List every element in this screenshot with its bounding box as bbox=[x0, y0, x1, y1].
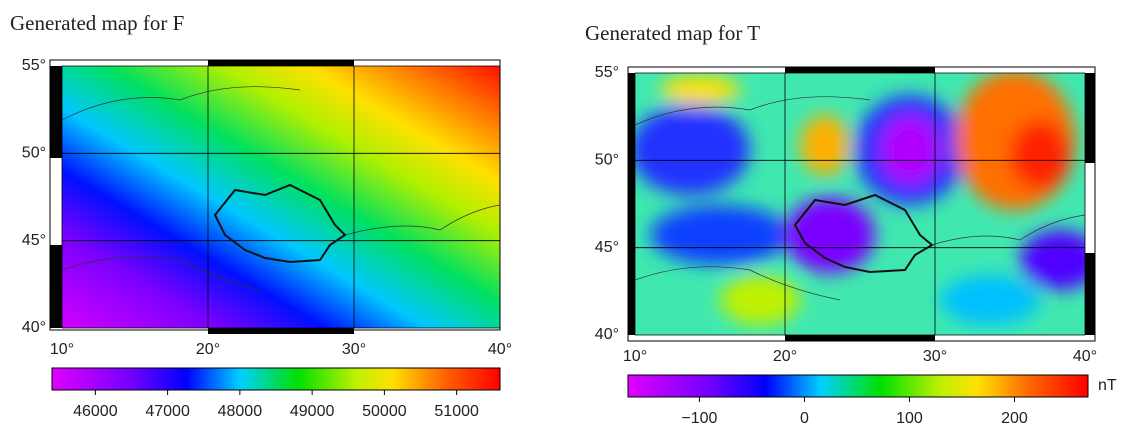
colorbar-tick-label: 50000 bbox=[362, 403, 407, 420]
lon-tick-label: 10° bbox=[50, 341, 74, 358]
frame-bar bbox=[208, 328, 354, 334]
lat-tick-label: 55° bbox=[595, 64, 619, 81]
lat-tick-label: 50° bbox=[595, 152, 619, 169]
lat-tick-label: 45° bbox=[22, 232, 46, 249]
colorbar-tick-label: −100 bbox=[681, 410, 717, 423]
frame-bar bbox=[1085, 253, 1095, 335]
lon-tick-label: 10° bbox=[623, 348, 647, 365]
frame-bar bbox=[50, 66, 62, 158]
colorbar-tick-label: 47000 bbox=[145, 403, 190, 420]
colorbar-unit: nT bbox=[1098, 377, 1117, 394]
lon-tick-label: 20° bbox=[773, 348, 797, 365]
lon-tick-label: 40° bbox=[488, 341, 512, 358]
colorbar-tick-label: 49000 bbox=[290, 403, 335, 420]
colorbar-tick-label: 0 bbox=[800, 410, 809, 423]
field-f bbox=[62, 66, 500, 328]
border bbox=[793, 193, 934, 274]
colorbar-tick-label: 48000 bbox=[218, 403, 263, 420]
colorbar-tick-label: 51000 bbox=[434, 403, 479, 420]
map-title: Generated map for F bbox=[10, 11, 184, 35]
colorbar bbox=[627, 374, 1089, 398]
border bbox=[213, 183, 347, 264]
frame-bar bbox=[208, 60, 354, 66]
lat-tick-label: 55° bbox=[22, 57, 46, 74]
lon-tick-label: 40° bbox=[1073, 348, 1097, 365]
map-t bbox=[627, 66, 1096, 398]
frame-bar bbox=[785, 67, 935, 73]
colorbar-tick-label: 200 bbox=[1001, 410, 1028, 423]
lon-tick-label: 20° bbox=[196, 341, 220, 358]
colorbar bbox=[51, 367, 501, 391]
map-f bbox=[49, 59, 501, 391]
coastline bbox=[61, 86, 501, 291]
frame-bar bbox=[1085, 73, 1095, 163]
lat-tick-label: 50° bbox=[22, 145, 46, 162]
map-title: Generated map for T bbox=[585, 21, 760, 45]
frame-bar bbox=[785, 335, 935, 341]
lon-tick-label: 30° bbox=[923, 348, 947, 365]
frame-bar bbox=[628, 73, 635, 335]
lat-tick-label: 45° bbox=[595, 239, 619, 256]
lon-tick-label: 30° bbox=[342, 341, 366, 358]
colorbar-tick-label: 100 bbox=[896, 410, 923, 423]
lat-tick-label: 40° bbox=[595, 326, 619, 343]
frame-bar bbox=[50, 245, 62, 328]
coastline bbox=[634, 96, 1086, 301]
colorbar-tick-label: 46000 bbox=[73, 403, 118, 420]
lat-tick-label: 40° bbox=[22, 319, 46, 336]
